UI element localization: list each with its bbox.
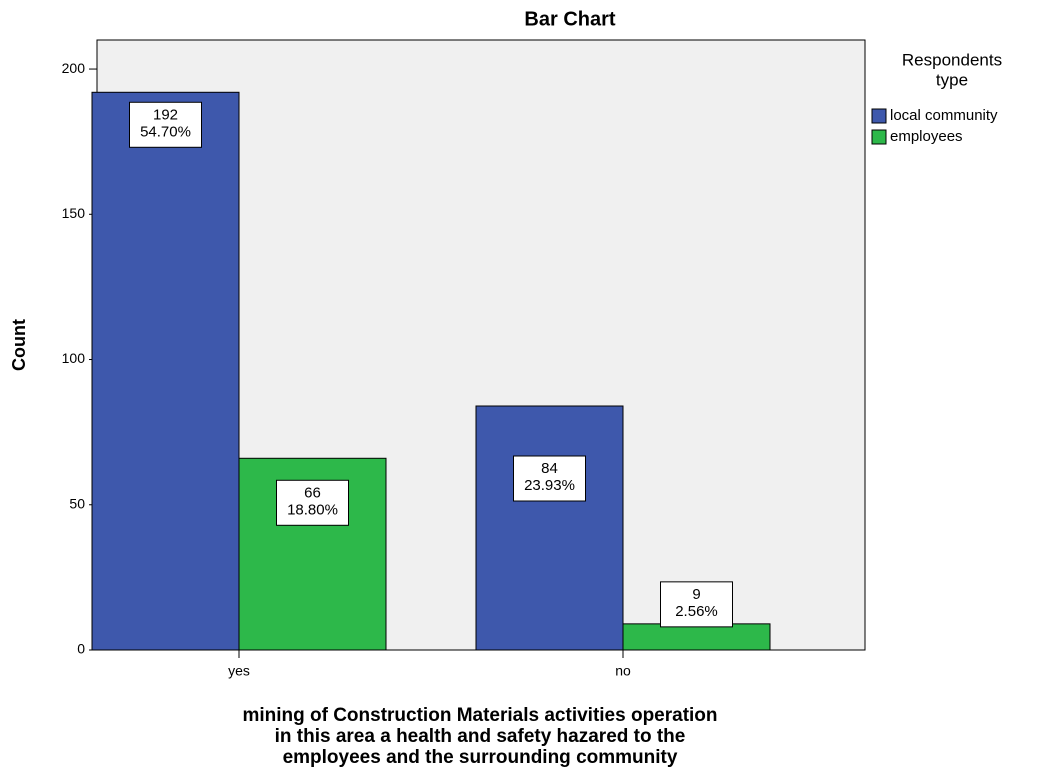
legend-swatch bbox=[871, 129, 887, 145]
data-label: 84 bbox=[541, 460, 558, 477]
legend-swatch bbox=[871, 108, 887, 124]
legend-label: local community bbox=[890, 107, 998, 124]
data-label: 66 bbox=[304, 484, 321, 501]
data-label-percent: 2.56% bbox=[675, 603, 718, 620]
legend-title: Respondents bbox=[902, 50, 1002, 69]
x-tick-label: yes bbox=[228, 663, 250, 679]
x-axis-label: mining of Construction Materials activit… bbox=[242, 705, 717, 726]
y-tick-label: 0 bbox=[77, 641, 85, 657]
chart-title: Bar Chart bbox=[524, 8, 615, 30]
data-label-percent: 54.70% bbox=[140, 123, 191, 140]
y-tick-label: 100 bbox=[62, 350, 86, 366]
data-label: 9 bbox=[692, 586, 700, 603]
data-label: 192 bbox=[153, 106, 178, 123]
data-label-percent: 18.80% bbox=[287, 501, 338, 518]
y-tick-label: 200 bbox=[62, 60, 86, 76]
data-label-percent: 23.93% bbox=[524, 477, 575, 494]
x-tick-label: no bbox=[615, 663, 631, 679]
y-tick-label: 50 bbox=[69, 495, 85, 511]
data-label-box bbox=[129, 101, 202, 148]
legend-label: employees bbox=[890, 128, 963, 145]
legend-title: type bbox=[936, 70, 968, 89]
data-label-box bbox=[660, 581, 733, 628]
x-axis-label: in this area a health and safety hazared… bbox=[275, 726, 686, 747]
y-axis-label: Count bbox=[9, 319, 29, 371]
x-axis-label: employees and the surrounding community bbox=[283, 747, 678, 768]
bar bbox=[475, 405, 624, 651]
data-label-box bbox=[513, 455, 586, 502]
data-label-box bbox=[276, 479, 349, 526]
y-tick-label: 150 bbox=[62, 205, 86, 221]
bar bbox=[91, 91, 240, 651]
bar bbox=[622, 623, 771, 651]
